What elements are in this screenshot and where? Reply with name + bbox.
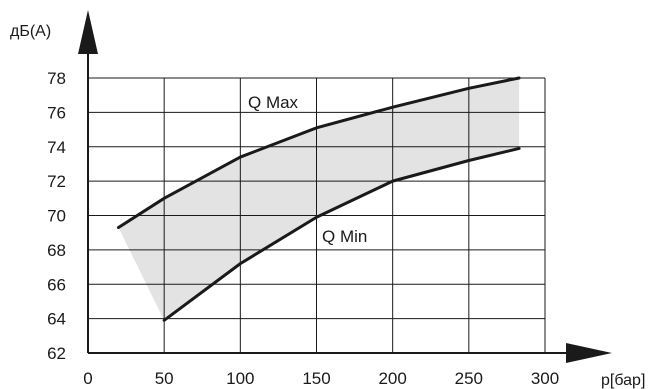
- y-tick-label: 68: [47, 241, 66, 260]
- y-tick-label: 78: [47, 69, 66, 88]
- y-tick-label: 70: [47, 207, 66, 226]
- y-tick-label: 76: [47, 103, 66, 122]
- tick-label-layer: 62 64 66 68 70 72 74 76 78 0 50 100 150 200 250 300: [47, 69, 559, 388]
- band-area: [118, 78, 520, 321]
- x-tick-label: 100: [226, 369, 254, 388]
- x-axis-title: p[бар]: [601, 372, 645, 389]
- series-label-q-min: Q Min: [322, 227, 367, 246]
- x-tick-label: 300: [531, 369, 559, 388]
- x-tick-label: 200: [378, 369, 406, 388]
- shaded-band-layer: [118, 78, 520, 321]
- y-axis-title: дБ(А): [10, 23, 51, 40]
- y-tick-label: 72: [47, 172, 66, 191]
- series-line-q-max: [116, 76, 521, 230]
- series-line-q-min: [162, 146, 521, 322]
- grid-layer: [88, 77, 546, 353]
- x-tick-label: 250: [455, 369, 483, 388]
- y-tick-label: 74: [47, 138, 66, 157]
- y-tick-label: 62: [47, 344, 66, 363]
- x-axis-arrow: [566, 343, 612, 363]
- y-tick-label: 64: [47, 310, 66, 329]
- y-tick-label: 66: [47, 275, 66, 294]
- axes-layer: [78, 10, 612, 363]
- x-tick-label: 150: [302, 369, 330, 388]
- series-label-q-max: Q Max: [248, 93, 299, 112]
- x-tick-label: 0: [83, 369, 92, 388]
- y-axis-arrow: [78, 10, 98, 54]
- series-layer: [116, 76, 521, 322]
- x-tick-label: 50: [155, 369, 174, 388]
